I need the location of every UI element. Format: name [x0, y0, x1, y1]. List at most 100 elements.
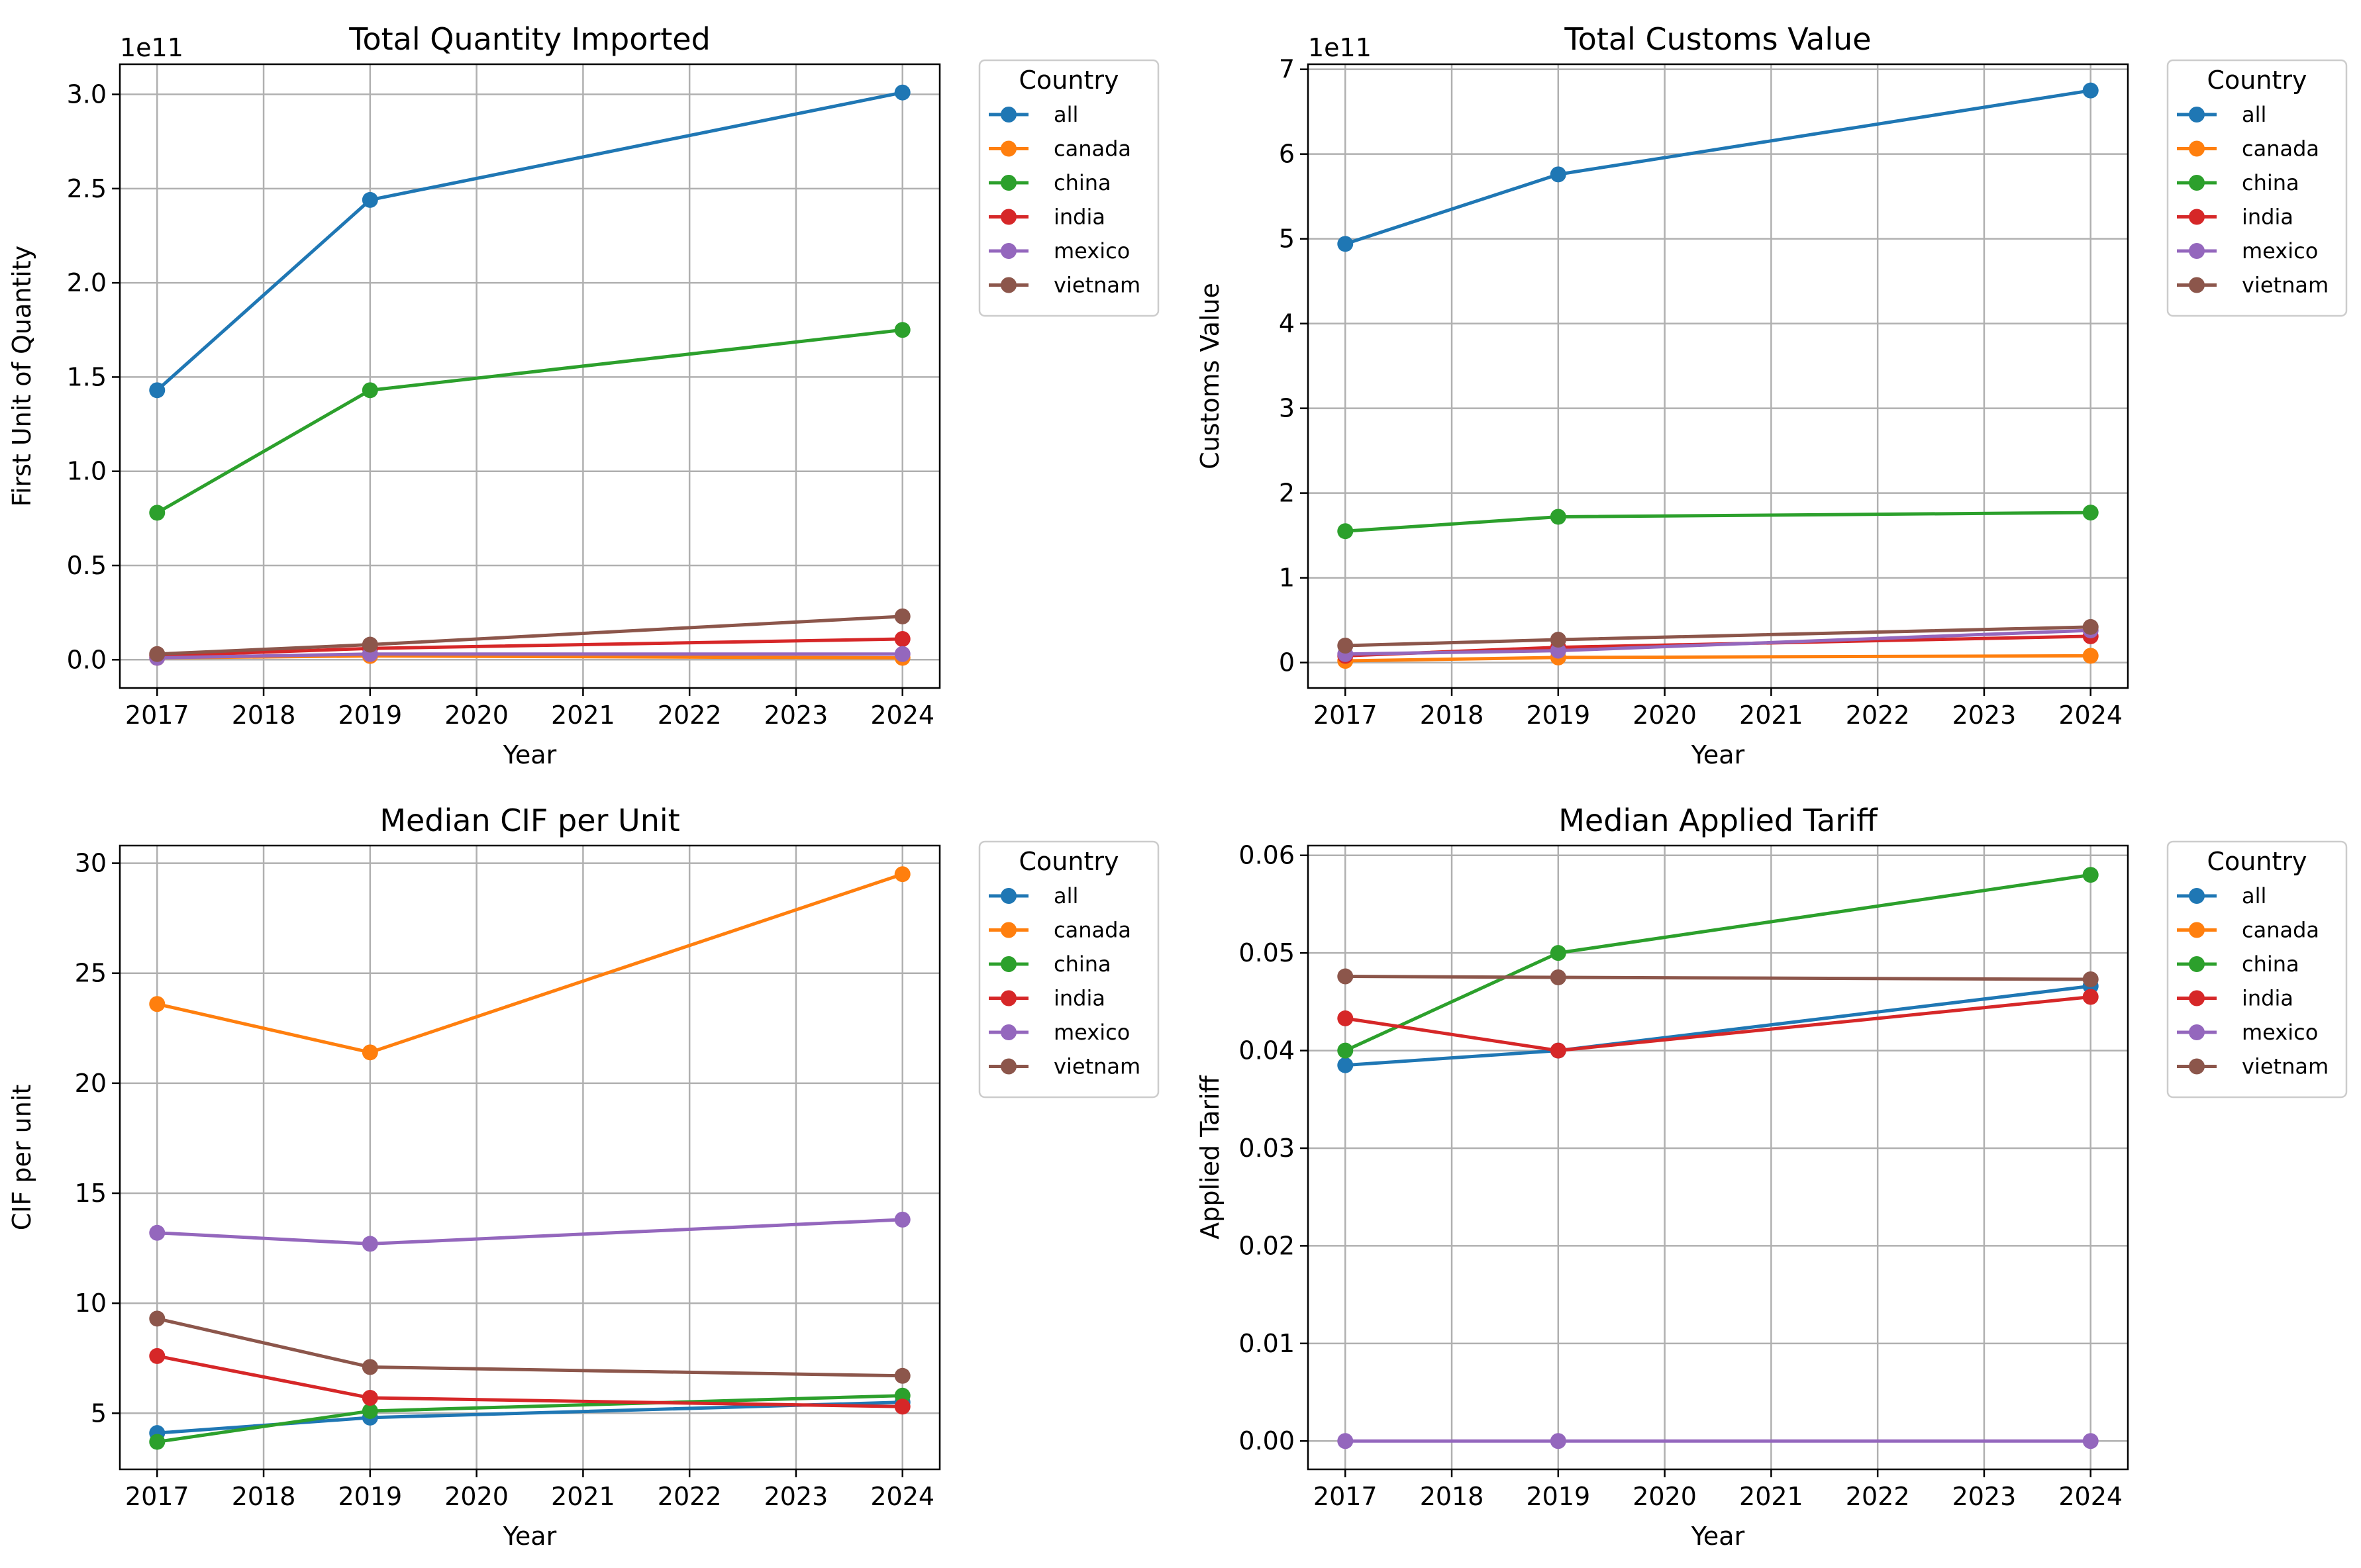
x-tick-label: 2021 — [551, 701, 615, 730]
legend-title: Country — [1019, 66, 1119, 95]
legend-label-mexico: mexico — [2242, 1020, 2318, 1045]
legend-label-china: china — [2242, 952, 2299, 977]
legend-label-canada: canada — [1054, 918, 1131, 943]
legend-swatch-marker — [2189, 1024, 2205, 1040]
x-tick-label: 2019 — [338, 701, 402, 730]
data-point-vietnam — [894, 1367, 911, 1384]
data-point-vietnam — [894, 608, 911, 624]
plot-frame — [119, 63, 941, 689]
series-china — [149, 1387, 911, 1450]
data-point-china — [149, 505, 166, 521]
data-point-china — [362, 1402, 378, 1419]
x-tick-label: 2017 — [1313, 701, 1378, 730]
chart-title: Median Applied Tariff — [1558, 803, 1878, 838]
legend: Country all canada china india mexico vietnam — [2166, 59, 2348, 317]
legend-swatch-marker — [1001, 888, 1017, 904]
legend-swatch-marker — [2189, 922, 2205, 938]
data-point-vietnam — [1550, 632, 1566, 648]
legend-label-mexico: mexico — [2242, 238, 2318, 264]
data-point-vietnam — [2082, 971, 2099, 987]
data-point-china — [894, 1387, 911, 1404]
x-tick-label: 2024 — [870, 1482, 934, 1511]
x-tick-label: 2018 — [232, 701, 296, 730]
x-tick-label: 2018 — [1420, 1482, 1484, 1511]
data-point-canada — [894, 866, 911, 883]
x-tick-label: 2017 — [125, 1482, 189, 1511]
legend-title: Country — [2207, 66, 2307, 95]
legend: Country all canada china india mexico vietnam — [978, 840, 1160, 1099]
series-india — [1337, 989, 2099, 1059]
y-tick-label: 0.01 — [1238, 1329, 1295, 1358]
series-line-vietnam — [1345, 975, 2091, 981]
data-point-mexico — [1550, 642, 1566, 659]
legend-swatch-marker — [2189, 140, 2205, 157]
data-point-all — [362, 191, 378, 208]
x-tick-label: 2023 — [1952, 1482, 2017, 1511]
x-tick-label: 2023 — [764, 701, 829, 730]
data-point-mexico — [362, 1236, 378, 1252]
data-point-china — [362, 382, 378, 399]
data-point-china — [1550, 509, 1566, 525]
y-tick-label: 6 — [1279, 140, 1295, 169]
chart-panel-4: 2017 2018 2019 2020 2021 2022 2023 2024 0.00 0.01… — [1195, 803, 2348, 1551]
data-point-vietnam — [149, 1310, 166, 1327]
y-axis-label: CIF per unit — [7, 1085, 36, 1231]
x-tick-label: 2021 — [1739, 701, 1803, 730]
y-tick-label: 0.05 — [1238, 938, 1295, 967]
legend-label-canada: canada — [2242, 918, 2319, 943]
x-tick-label: 2023 — [1952, 701, 2017, 730]
series-canada — [149, 866, 911, 1061]
legend-label-vietnam: vietnam — [1054, 1054, 1140, 1079]
legend-title: Country — [2207, 847, 2307, 876]
gridlines — [1308, 64, 2128, 688]
x-tick-label: 2022 — [658, 1482, 722, 1511]
x-tick-label: 2019 — [1526, 1482, 1590, 1511]
y-tick-label: 7 — [1279, 55, 1295, 84]
y-tick-label: 25 — [75, 959, 107, 988]
data-point-vietnam — [149, 646, 166, 662]
series-line-mexico — [157, 1218, 903, 1246]
x-tick-label: 2022 — [1846, 1482, 1910, 1511]
x-tick-label: 2022 — [658, 701, 722, 730]
legend-swatch-marker — [1001, 277, 1017, 293]
legend-label-all: all — [2242, 883, 2266, 908]
legend-swatch-marker — [2189, 990, 2205, 1006]
y-tick-label: 1.5 — [67, 362, 107, 391]
legend-label-mexico: mexico — [1054, 1020, 1130, 1045]
x-tick-label: 2021 — [1739, 1482, 1803, 1511]
data-point-india — [894, 631, 911, 648]
data-point-china — [894, 322, 911, 338]
y-tick-label: 5 — [1279, 224, 1295, 254]
legend-swatch-marker — [1001, 922, 1017, 938]
y-tick-label: 0.04 — [1238, 1036, 1295, 1065]
chart-title: Median CIF per Unit — [379, 803, 679, 838]
legend-label-all: all — [1054, 102, 1078, 127]
data-point-vietnam — [362, 1359, 378, 1375]
x-tick-label: 2019 — [1526, 701, 1590, 730]
series-line-canada — [156, 872, 903, 1054]
legend-label-china: china — [1054, 952, 1111, 977]
data-point-canada — [149, 996, 166, 1012]
y-tick-label: 2.0 — [67, 268, 107, 297]
data-point-all — [2082, 82, 2099, 99]
series-line-china — [156, 1394, 903, 1444]
y-tick-label: 2 — [1279, 479, 1295, 508]
x-tick-label: 2020 — [1633, 1482, 1697, 1511]
legend-swatch-marker — [1001, 175, 1017, 191]
data-point-mexico — [1550, 1433, 1566, 1449]
data-point-vietnam — [362, 636, 378, 653]
data-point-india — [149, 1348, 166, 1364]
legend-swatch-marker — [2189, 209, 2205, 225]
legend-label-mexico: mexico — [1054, 238, 1130, 264]
data-point-india — [362, 1390, 378, 1406]
legend-swatch-marker — [2189, 243, 2205, 259]
x-tick-label: 2021 — [551, 1482, 615, 1511]
series-vietnam — [1337, 968, 2099, 987]
y-axis-label: First Unit of Quantity — [7, 246, 36, 507]
data-point-mexico — [149, 1224, 166, 1241]
plot-frame — [1307, 844, 2129, 1471]
y-tick-label: 0.00 — [1238, 1426, 1295, 1455]
y-tick-label: 0.06 — [1238, 841, 1295, 870]
chart-panel-2: 2017 2018 2019 2020 2021 2022 2023 2024 0 1 2 3 4 5 6 7… — [1195, 21, 2348, 769]
